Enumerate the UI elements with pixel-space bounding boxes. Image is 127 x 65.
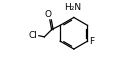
Text: O: O	[45, 10, 52, 19]
Text: Cl: Cl	[28, 31, 37, 40]
Text: F: F	[89, 37, 94, 46]
Text: H₂N: H₂N	[64, 3, 81, 12]
